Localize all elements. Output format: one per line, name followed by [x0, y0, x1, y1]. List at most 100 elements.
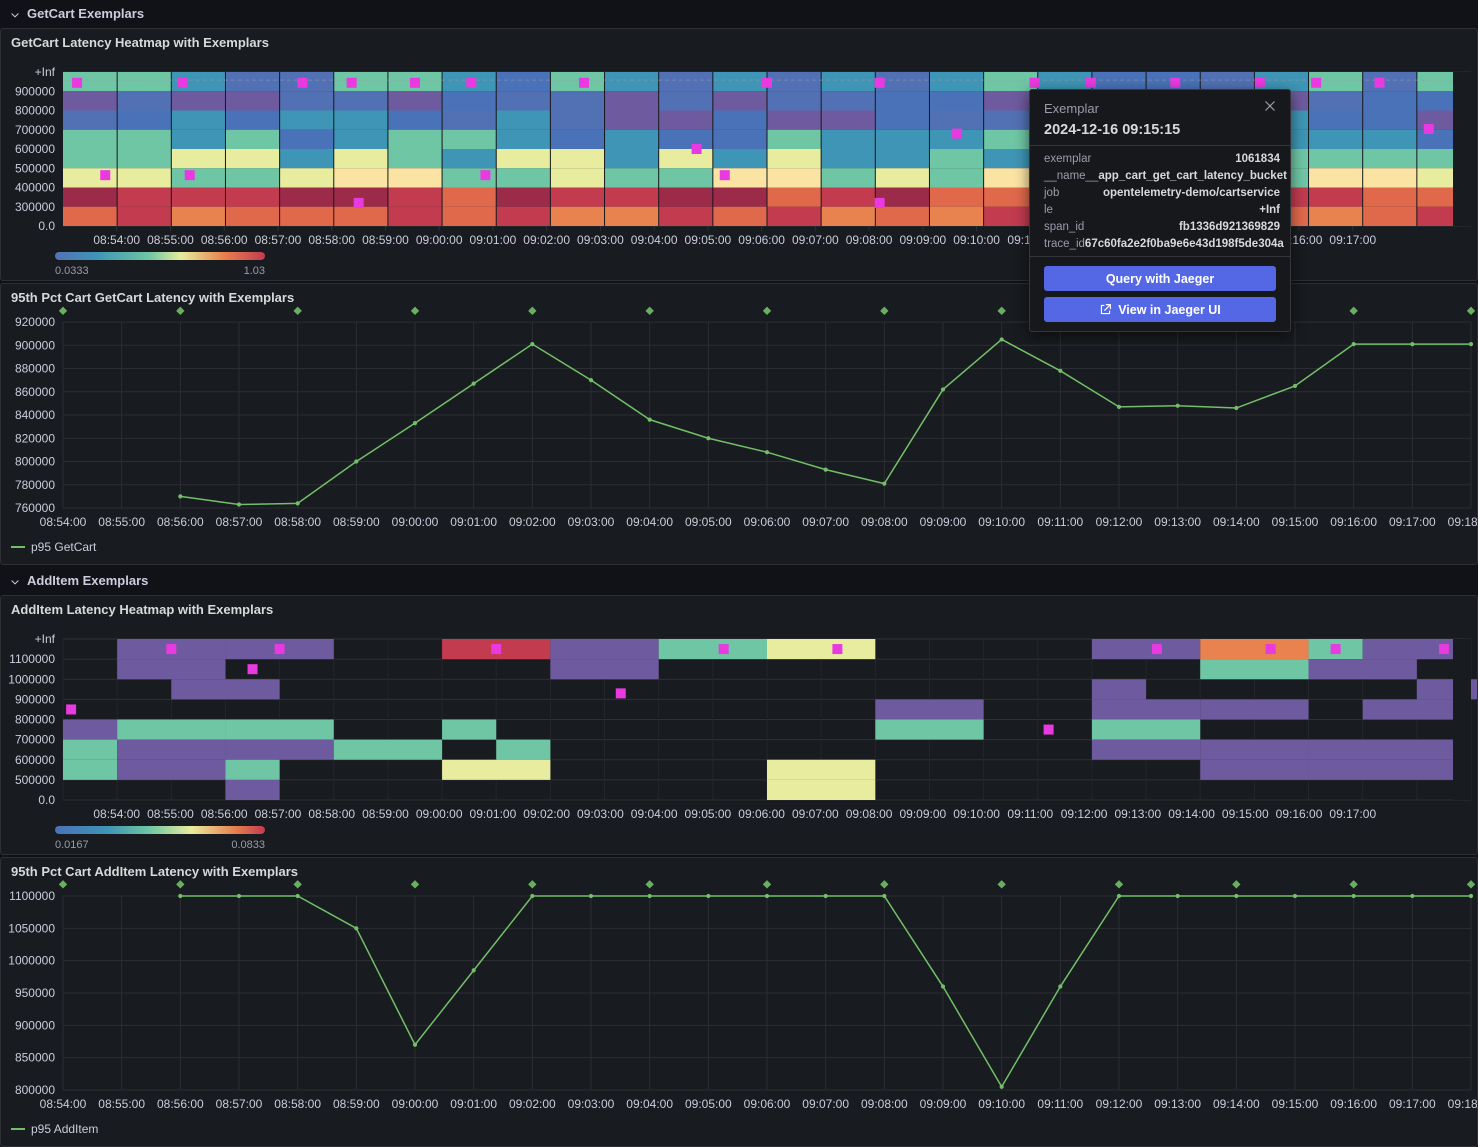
- svg-text:09:12:00: 09:12:00: [1096, 1097, 1143, 1111]
- svg-text:09:01:00: 09:01:00: [470, 233, 517, 247]
- svg-text:09:09:00: 09:09:00: [920, 1097, 967, 1111]
- svg-text:820000: 820000: [15, 431, 55, 445]
- svg-text:+Inf: +Inf: [35, 632, 56, 646]
- svg-text:08:58:00: 08:58:00: [308, 807, 355, 821]
- svg-text:09:10:00: 09:10:00: [978, 1097, 1025, 1111]
- svg-text:880000: 880000: [15, 362, 55, 376]
- svg-text:08:55:00: 08:55:00: [98, 1097, 145, 1111]
- svg-text:800000: 800000: [15, 104, 55, 118]
- svg-text:840000: 840000: [15, 408, 55, 422]
- svg-text:500000: 500000: [15, 161, 55, 175]
- svg-text:09:05:00: 09:05:00: [685, 515, 732, 529]
- svg-text:09:14:00: 09:14:00: [1213, 515, 1260, 529]
- svg-text:1000000: 1000000: [8, 672, 55, 686]
- svg-text:09:15:00: 09:15:00: [1272, 1097, 1319, 1111]
- svg-text:700000: 700000: [15, 123, 55, 137]
- svg-text:0.0: 0.0: [38, 793, 55, 807]
- svg-text:09:18:00: 09:18:00: [1448, 515, 1478, 529]
- svg-text:1100000: 1100000: [9, 889, 55, 903]
- svg-text:08:58:00: 08:58:00: [274, 1097, 321, 1111]
- svg-text:09:08:00: 09:08:00: [846, 807, 893, 821]
- svg-text:09:06:00: 09:06:00: [738, 807, 785, 821]
- svg-text:09:18:00: 09:18:00: [1448, 1097, 1478, 1111]
- svg-text:09:00:00: 09:00:00: [416, 807, 463, 821]
- svg-text:1000000: 1000000: [8, 954, 55, 968]
- svg-text:950000: 950000: [15, 986, 55, 1000]
- svg-text:08:59:00: 08:59:00: [333, 515, 380, 529]
- svg-text:09:10:00: 09:10:00: [953, 807, 1000, 821]
- svg-text:1050000: 1050000: [8, 921, 55, 935]
- svg-text:09:14:00: 09:14:00: [1168, 807, 1215, 821]
- svg-text:09:01:00: 09:01:00: [470, 807, 517, 821]
- svg-text:09:08:00: 09:08:00: [846, 233, 893, 247]
- svg-text:09:02:00: 09:02:00: [523, 807, 570, 821]
- svg-text:500000: 500000: [15, 773, 55, 787]
- svg-text:800000: 800000: [15, 713, 55, 727]
- svg-text:09:00:00: 09:00:00: [416, 233, 463, 247]
- svg-text:09:07:00: 09:07:00: [792, 233, 839, 247]
- svg-text:0.0167: 0.0167: [55, 839, 89, 851]
- svg-text:09:03:00: 09:03:00: [568, 515, 615, 529]
- svg-text:900000: 900000: [15, 84, 55, 98]
- svg-text:920000: 920000: [15, 315, 55, 329]
- svg-text:09:12:00: 09:12:00: [1096, 515, 1143, 529]
- svg-text:09:12:00: 09:12:00: [1061, 807, 1108, 821]
- svg-text:08:58:00: 08:58:00: [274, 515, 321, 529]
- svg-text:09:00:00: 09:00:00: [392, 515, 439, 529]
- svg-text:780000: 780000: [15, 478, 55, 492]
- svg-text:08:55:00: 08:55:00: [147, 807, 194, 821]
- svg-text:09:03:00: 09:03:00: [577, 807, 624, 821]
- svg-text:860000: 860000: [15, 385, 55, 399]
- svg-text:09:07:00: 09:07:00: [802, 1097, 849, 1111]
- svg-text:09:04:00: 09:04:00: [631, 807, 678, 821]
- svg-text:09:14:00: 09:14:00: [1213, 1097, 1260, 1111]
- svg-text:09:13:00: 09:13:00: [1114, 807, 1161, 821]
- svg-text:08:56:00: 08:56:00: [201, 233, 248, 247]
- svg-text:900000: 900000: [15, 692, 55, 706]
- svg-text:1100000: 1100000: [9, 652, 55, 666]
- svg-text:0.0333: 0.0333: [55, 265, 89, 277]
- svg-text:09:03:00: 09:03:00: [568, 1097, 615, 1111]
- svg-text:09:08:00: 09:08:00: [861, 1097, 908, 1111]
- svg-text:09:09:00: 09:09:00: [899, 233, 946, 247]
- svg-text:09:05:00: 09:05:00: [685, 807, 732, 821]
- svg-text:09:04:00: 09:04:00: [631, 233, 678, 247]
- svg-text:09:11:00: 09:11:00: [1037, 515, 1083, 529]
- svg-text:08:58:00: 08:58:00: [308, 233, 355, 247]
- svg-text:09:06:00: 09:06:00: [738, 233, 785, 247]
- svg-text:09:07:00: 09:07:00: [802, 515, 849, 529]
- svg-text:09:09:00: 09:09:00: [920, 515, 967, 529]
- svg-text:900000: 900000: [15, 338, 55, 352]
- svg-text:600000: 600000: [15, 753, 55, 767]
- svg-text:09:01:00: 09:01:00: [450, 1097, 497, 1111]
- svg-text:09:02:00: 09:02:00: [509, 515, 556, 529]
- svg-text:09:13:00: 09:13:00: [1154, 1097, 1201, 1111]
- svg-text:09:17:00: 09:17:00: [1389, 1097, 1436, 1111]
- svg-text:08:55:00: 08:55:00: [147, 233, 194, 247]
- svg-text:08:57:00: 08:57:00: [255, 807, 302, 821]
- svg-text:09:17:00: 09:17:00: [1329, 233, 1376, 247]
- svg-text:09:02:00: 09:02:00: [523, 233, 570, 247]
- svg-text:08:59:00: 08:59:00: [333, 1097, 380, 1111]
- svg-text:09:10:00: 09:10:00: [978, 515, 1025, 529]
- svg-text:09:16:00: 09:16:00: [1330, 515, 1377, 529]
- svg-text:09:16:00: 09:16:00: [1330, 1097, 1377, 1111]
- svg-text:09:15:00: 09:15:00: [1222, 807, 1269, 821]
- svg-text:08:56:00: 08:56:00: [157, 515, 204, 529]
- svg-text:300000: 300000: [15, 200, 55, 214]
- svg-text:08:55:00: 08:55:00: [98, 515, 145, 529]
- svg-text:900000: 900000: [15, 1018, 55, 1032]
- svg-text:09:05:00: 09:05:00: [685, 1097, 732, 1111]
- svg-text:09:00:00: 09:00:00: [392, 1097, 439, 1111]
- svg-text:09:04:00: 09:04:00: [626, 515, 673, 529]
- svg-text:08:56:00: 08:56:00: [201, 807, 248, 821]
- svg-text:800000: 800000: [15, 1083, 55, 1097]
- svg-text:09:17:00: 09:17:00: [1329, 807, 1376, 821]
- svg-text:08:57:00: 08:57:00: [255, 233, 302, 247]
- svg-text:09:06:00: 09:06:00: [744, 1097, 791, 1111]
- svg-text:09:13:00: 09:13:00: [1154, 515, 1201, 529]
- svg-text:09:17:00: 09:17:00: [1389, 515, 1436, 529]
- svg-text:0.0: 0.0: [38, 219, 55, 233]
- svg-text:0.0833: 0.0833: [231, 839, 265, 851]
- svg-text:08:54:00: 08:54:00: [93, 807, 140, 821]
